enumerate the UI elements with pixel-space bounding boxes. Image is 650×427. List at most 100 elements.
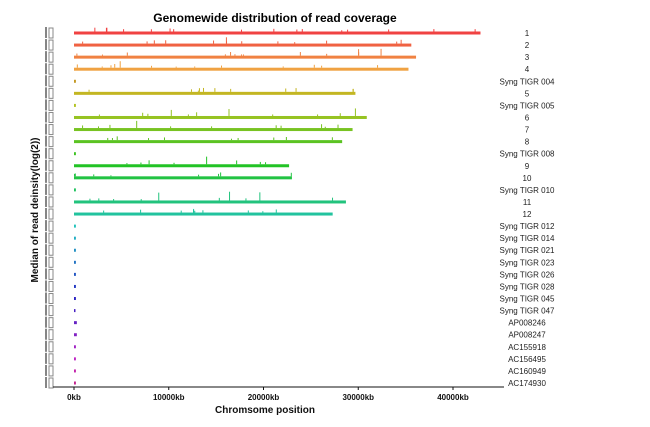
coverage-bar [74, 212, 333, 216]
coverage-bar [74, 224, 76, 228]
coverage-spike [295, 88, 297, 92]
coverage-spike [337, 124, 339, 129]
coverage-bar [74, 128, 353, 132]
y-axis-ticks [45, 147, 54, 160]
coverage-spike [230, 52, 232, 56]
coverage-bar [74, 381, 76, 385]
coverage-spike [88, 89, 90, 92]
coverage-spike [76, 64, 78, 68]
coverage-spike [388, 29, 390, 32]
coverage-spike [285, 88, 287, 92]
chromosome-label: 2 [525, 41, 530, 50]
chromosome-label: Syng TIGR 047 [500, 307, 556, 316]
coverage-spike [265, 162, 267, 165]
coverage-spike [240, 29, 242, 32]
y-axis-ticks [45, 304, 54, 317]
coverage-spike [136, 120, 138, 129]
coverage-spike [380, 48, 382, 56]
coverage-bar [74, 31, 481, 35]
coverage-spike [198, 174, 200, 177]
coverage-bar [74, 200, 346, 204]
coverage-spike [82, 41, 84, 44]
chromosome-label: 7 [525, 126, 530, 135]
coverage-spike [106, 27, 108, 32]
coverage-bar [74, 152, 76, 156]
coverage-spike [290, 172, 292, 177]
y-axis-ticks [45, 171, 54, 184]
coverage-spike [313, 64, 315, 68]
y-axis-ticks [45, 183, 54, 196]
coverage-spike [194, 210, 196, 213]
coverage-spike [206, 156, 208, 165]
coverage-spike [225, 37, 227, 44]
coverage-spike [230, 138, 232, 141]
coverage-spike [153, 40, 155, 44]
coverage-spike [221, 65, 223, 68]
chromosome-label: AP008246 [508, 319, 546, 328]
coverage-bar [74, 115, 367, 119]
y-axis-ticks [45, 364, 54, 377]
coverage-spike [148, 138, 150, 141]
coverage-spike [347, 29, 349, 32]
coverage-spike [400, 39, 402, 44]
y-axis-ticks [45, 280, 54, 292]
y-axis-ticks [45, 256, 54, 268]
coverage-bar [74, 309, 76, 313]
coverage-spike [218, 197, 220, 201]
coverage-spike [321, 124, 323, 129]
coverage-spike [170, 126, 172, 129]
y-axis-ticks [45, 159, 54, 172]
coverage-spike [433, 29, 435, 32]
coverage-bar [74, 79, 76, 83]
coverage-spike [173, 29, 175, 32]
y-axis-ticks [45, 340, 54, 353]
coverage-spike [98, 114, 100, 116]
coverage-bar [74, 357, 76, 361]
coverage-spike [109, 124, 111, 129]
chromosome-label: Syng TIGR 010 [500, 186, 556, 195]
coverage-spike [82, 125, 84, 129]
coverage-spike [196, 112, 198, 116]
coverage-spike [103, 210, 105, 213]
coverage-spike [97, 126, 99, 129]
coverage-bar [74, 321, 77, 325]
coverage-bar [74, 333, 77, 337]
coverage-bar [74, 103, 76, 107]
coverage-spike [123, 29, 125, 32]
coverage-bar [74, 272, 76, 276]
coverage-spike [259, 161, 261, 165]
coverage-spike [230, 88, 232, 92]
coverage-spike [101, 54, 103, 56]
y-axis-ticks [45, 292, 54, 305]
coverage-bar [74, 67, 409, 71]
coverage-bar [74, 248, 76, 252]
coverage-bar [74, 284, 76, 288]
coverage-spike [224, 54, 226, 56]
coverage-spike [198, 88, 200, 92]
coverage-spike [94, 27, 96, 32]
coverage-spike [202, 210, 204, 213]
coverage-spike [339, 113, 341, 116]
coverage-bar [74, 91, 356, 95]
y-axis-ticks [45, 123, 54, 136]
coverage-spike [173, 162, 175, 165]
coverage-spike [180, 210, 182, 213]
coverage-spike [229, 191, 231, 201]
chromosome-label: 8 [525, 138, 530, 147]
chromosome-label: AC174930 [508, 379, 546, 388]
y-axis-ticks [45, 63, 54, 75]
chromosome-label: AP008247 [508, 331, 546, 340]
coverage-spike [101, 66, 103, 68]
coverage-spike [354, 108, 356, 116]
y-axis-ticks [45, 208, 54, 220]
coverage-spike [116, 136, 118, 141]
chromosome-label: 11 [523, 198, 532, 207]
y-axis-ticks [45, 268, 54, 280]
coverage-spike [126, 163, 128, 165]
y-axis-ticks [45, 39, 54, 51]
coverage-spike [187, 114, 189, 116]
coverage-spike [242, 54, 244, 56]
coverage-spike [93, 174, 95, 177]
coverage-spike [341, 30, 343, 32]
